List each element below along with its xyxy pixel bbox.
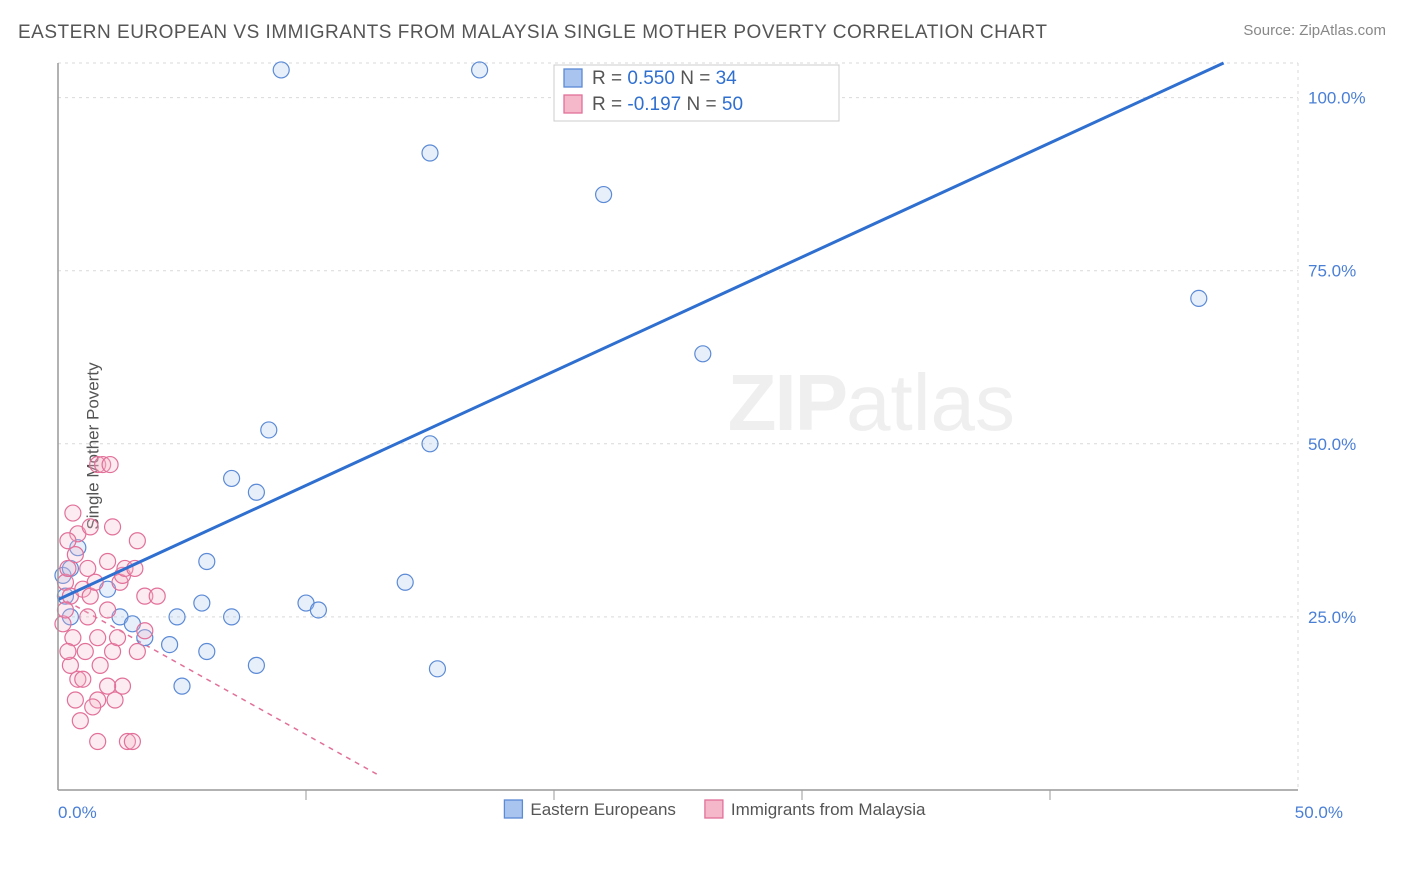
scatter-point-blue — [199, 554, 215, 570]
scatter-point-blue — [397, 574, 413, 590]
scatter-point-pink — [75, 671, 91, 687]
legend-series-label: Eastern Europeans — [530, 800, 676, 819]
source-label: Source: ZipAtlas.com — [1243, 22, 1386, 39]
scatter-point-blue — [695, 346, 711, 362]
scatter-point-pink — [60, 533, 76, 549]
scatter-point-pink — [65, 505, 81, 521]
chart-title: EASTERN EUROPEAN VS IMMIGRANTS FROM MALA… — [18, 22, 1047, 44]
legend-stat: R = -0.197 N = 50 — [592, 94, 743, 115]
legend-stat: R = 0.550 N = 34 — [592, 68, 737, 89]
scatter-point-blue — [422, 436, 438, 452]
scatter-point-blue — [261, 422, 277, 438]
scatter-point-blue — [174, 678, 190, 694]
chart: 25.0% 50.0% 75.0% 100.0% ZIPatlas 0.0% 50.0% R … — [48, 55, 1388, 845]
scatter-point-pink — [149, 588, 165, 604]
x-tick-label: 0.0% — [58, 803, 97, 822]
scatter-point-pink — [90, 734, 106, 750]
scatter-point-pink — [124, 734, 140, 750]
scatter-point-pink — [72, 713, 88, 729]
y-tick-label: 75.0% — [1308, 262, 1356, 281]
scatter-point-blue — [194, 595, 210, 611]
scatter-point-pink — [102, 457, 118, 473]
scatter-point-blue — [310, 602, 326, 618]
scatter-point-blue — [429, 661, 445, 677]
scatter-point-pink — [129, 644, 145, 660]
scatter-point-pink — [137, 623, 153, 639]
legend-series-label: Immigrants from Malaysia — [731, 800, 926, 819]
scatter-point-pink — [67, 692, 83, 708]
scatter-point-blue — [596, 187, 612, 203]
scatter-point-blue — [248, 484, 264, 500]
scatter-point-pink — [110, 630, 126, 646]
scatter-point-blue — [273, 62, 289, 78]
scatter-point-pink — [100, 678, 116, 694]
scatter-point-pink — [90, 630, 106, 646]
scatter-point-blue — [162, 637, 178, 653]
chart-svg: 25.0% 50.0% 75.0% 100.0% ZIPatlas 0.0% 50.0% R … — [48, 55, 1388, 845]
y-tick-label: 50.0% — [1308, 435, 1356, 454]
scatter-point-blue — [169, 609, 185, 625]
scatter-point-blue — [224, 470, 240, 486]
scatter-point-blue — [224, 609, 240, 625]
scatter-point-blue — [422, 145, 438, 161]
scatter-point-pink — [60, 644, 76, 660]
scatter-point-pink — [80, 609, 96, 625]
scatter-point-pink — [100, 602, 116, 618]
scatter-point-pink — [92, 657, 108, 673]
scatter-point-blue — [199, 644, 215, 660]
x-tick-label: 50.0% — [1295, 803, 1343, 822]
y-tick-label: 25.0% — [1308, 608, 1356, 627]
scatter-point-blue — [1191, 290, 1207, 306]
scatter-point-pink — [114, 678, 130, 694]
scatter-point-pink — [57, 602, 73, 618]
scatter-point-pink — [77, 644, 93, 660]
scatter-point-blue — [248, 657, 264, 673]
scatter-point-pink — [100, 554, 116, 570]
scatter-point-pink — [85, 699, 101, 715]
scatter-point-pink — [82, 519, 98, 535]
scatter-point-blue — [472, 62, 488, 78]
y-tick-label: 100.0% — [1308, 89, 1366, 108]
source-link[interactable]: ZipAtlas.com — [1299, 22, 1386, 39]
watermark: ZIPatlas — [728, 358, 1015, 447]
scatter-point-pink — [105, 519, 121, 535]
scatter-point-pink — [129, 533, 145, 549]
